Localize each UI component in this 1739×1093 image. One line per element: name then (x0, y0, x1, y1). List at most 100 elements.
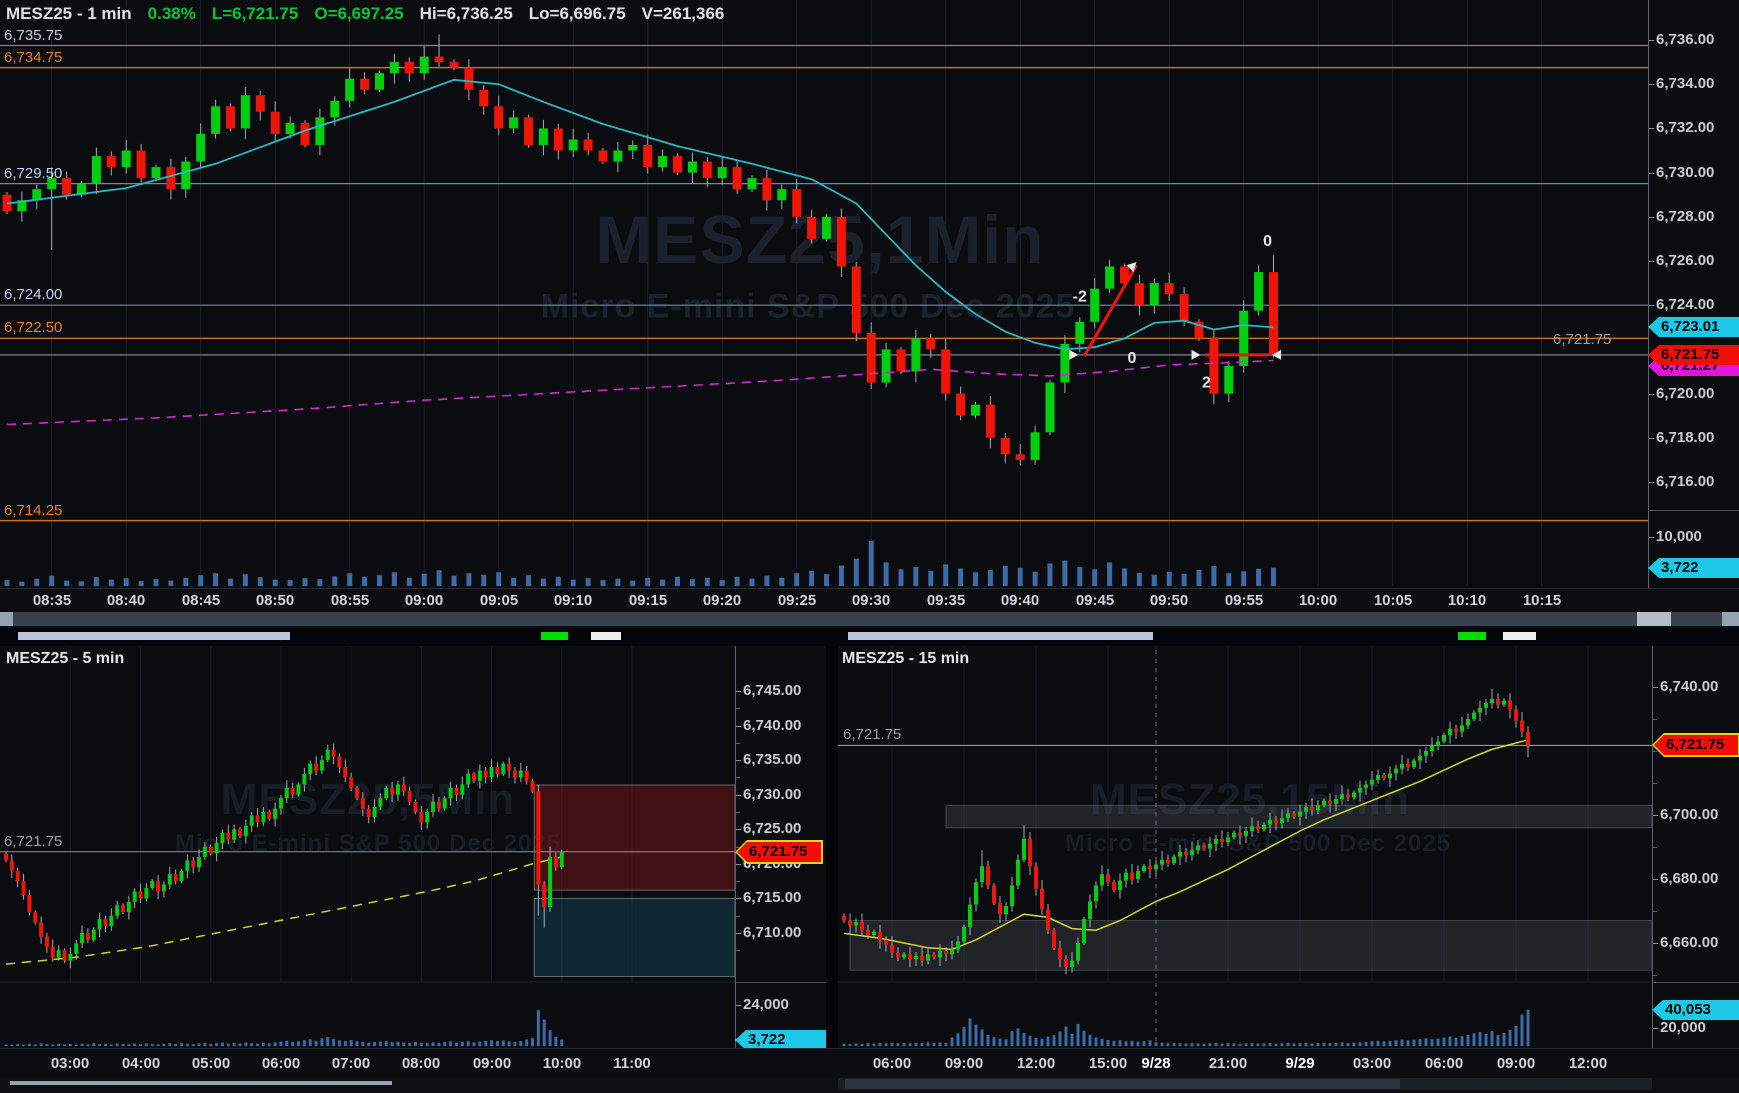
y-axis-tick: 6,724.00 (1656, 296, 1715, 313)
chart-title-15min: MESZ25 - 15 min (842, 650, 970, 667)
price-level-label: 6,729.50 (4, 165, 63, 182)
y-axis-minor-tick (736, 812, 740, 813)
time-axis-label: 09:00 (472, 1055, 512, 1072)
current-price-inline-label: 6,721.75 (843, 726, 902, 743)
position-price-badge: 6,721.75 (1652, 733, 1739, 757)
chart-panel-1min[interactable]: MESZ25,1Min Micro E-mini S&P 500 Dec 202… (0, 0, 1739, 588)
change-percent: 0.38% (147, 4, 196, 23)
time-axis-label: 08:40 (106, 592, 146, 609)
chart-title-5min: MESZ25 - 5 min (6, 650, 125, 667)
time-axis-label: 06:00 (872, 1055, 912, 1072)
y-axis-tick-mark (1653, 687, 1658, 688)
y-axis-tick-mark (736, 760, 741, 761)
time-axis-label: 21:00 (1208, 1055, 1248, 1072)
y-axis-tick-mark (1649, 173, 1654, 174)
y-axis-tick: 6,680.00 (1660, 870, 1719, 887)
scrollbar-thumb[interactable] (845, 1079, 1400, 1089)
time-axis-label: 09:10 (553, 592, 593, 609)
price-axis-1min[interactable]: 6,736.00 6,734.00 6,732.00 6,730.00 6,728.00… (1648, 0, 1739, 588)
time-axis-label: 04:00 (121, 1055, 161, 1072)
linked-charts-strip (0, 628, 1739, 646)
y-axis-minor-tick (736, 777, 740, 778)
price-level-label: 6,724.00 (4, 286, 63, 303)
bottom-scrollbar[interactable] (0, 1076, 1739, 1093)
y-axis-tick: 6,660.00 (1660, 934, 1719, 951)
chart-panel-5min[interactable]: MESZ25,5Min Micro E-mini S&P 500 Dec 202… (0, 646, 826, 1048)
y-axis-tick: 6,732.00 (1656, 119, 1715, 136)
y-axis-tick-mark (736, 829, 741, 830)
price-level-label: 6,735.75 (4, 27, 63, 44)
volume-badge: 3,722 (735, 1030, 826, 1048)
volume-badge: 3,722 (1648, 558, 1739, 578)
chart-canvas-5min[interactable] (0, 646, 735, 1048)
y-axis-tick: 6,735.00 (743, 751, 802, 768)
volume-pane-separator (1653, 982, 1739, 983)
open-price-label: O=6,697.25 (314, 4, 404, 23)
price-axis-15min[interactable]: 6,740.00 6,700.00 6,680.00 6,660.00 6,721.75… (1652, 646, 1739, 1048)
scrollbar-right-cap[interactable] (1722, 612, 1739, 626)
indicator-value-badge: 6,723.01 (1648, 317, 1739, 337)
time-axis-label: 12:00 (1568, 1055, 1608, 1072)
y-axis-minor-tick (736, 950, 740, 951)
low-price-label: Lo=6,696.75 (528, 4, 626, 23)
time-axis-label: 09:45 (1075, 592, 1115, 609)
y-axis-tick: 6,718.00 (1656, 429, 1715, 446)
chart-canvas-1min[interactable]: -2 0 2 0 (0, 0, 1648, 588)
time-axis-label: 07:00 (331, 1055, 371, 1072)
volume-label: V=261,366 (641, 4, 725, 23)
y-axis-tick-mark (1649, 40, 1654, 41)
time-axis-label: 15:00 (1088, 1055, 1128, 1072)
y-axis-tick-mark (1649, 128, 1654, 129)
chart-canvas-15min[interactable] (838, 646, 1652, 1048)
position-price-badge: 6,721.75 (735, 840, 823, 864)
price-level-label: 6,714.25 (4, 502, 63, 519)
time-axis-label: 10:00 (1298, 592, 1338, 609)
time-axis-label: 09:30 (851, 592, 891, 609)
y-axis-tick: 6,700.00 (1660, 806, 1719, 823)
price-axis-5min[interactable]: 6,745.00 6,740.00 6,735.00 6,730.00 6,725.00… (735, 646, 826, 1048)
time-axis-label: 09:20 (702, 592, 742, 609)
time-axis-label: 08:00 (401, 1055, 441, 1072)
y-axis-tick: 6,745.00 (743, 682, 802, 699)
y-axis-minor-tick (736, 847, 740, 848)
time-axis-label: 12:00 (1016, 1055, 1056, 1072)
y-axis-minor-tick (736, 743, 740, 744)
y-axis-tick-mark (736, 691, 741, 692)
scrollbar-thumb[interactable] (10, 1081, 392, 1085)
price-level-label: 6,734.75 (4, 49, 63, 66)
chart-panel-15min[interactable]: MESZ25,15Min Micro E-mini S&P 500 Dec 20… (838, 646, 1739, 1048)
y-axis-tick-mark (1649, 438, 1654, 439)
y-axis-tick-mark (736, 898, 741, 899)
volume-tick-mark (1649, 537, 1654, 538)
y-axis-tick: 6,734.00 (1656, 75, 1715, 92)
watermark-symbol: MESZ25,15Min (1089, 775, 1411, 824)
y-axis-tick: 6,716.00 (1656, 473, 1715, 490)
horizontal-scrollbar[interactable] (0, 610, 1739, 628)
y-axis-tick-mark (1649, 394, 1654, 395)
time-axis-label: 10:15 (1522, 592, 1562, 609)
y-axis-minor-tick (736, 708, 740, 709)
y-axis-tick-mark (1653, 879, 1658, 880)
watermark-description: Micro E-mini S&P 500 Dec 2025 (1064, 830, 1452, 857)
strip-segment-green (1458, 632, 1486, 640)
y-axis-minor-tick (1653, 783, 1657, 784)
time-axis-1min[interactable]: 08:35 08:40 08:45 08:50 08:55 09:00 09:05 09:10… (0, 588, 1739, 611)
y-axis-tick-mark (1649, 482, 1654, 483)
svg-text:0: 0 (1263, 233, 1272, 250)
volume-tick-mark (1653, 1028, 1658, 1029)
scrollbar-thumb[interactable] (1637, 612, 1671, 626)
scrollbar-track[interactable] (0, 612, 1739, 626)
volume-axis-tick: 10,000 (1656, 528, 1702, 545)
time-axis-label: 09:40 (1000, 592, 1040, 609)
y-axis-tick: 6,728.00 (1656, 208, 1715, 225)
symbol-timeframe-label: MESZ25 - 1 min (6, 4, 132, 23)
high-price-label: Hi=6,736.25 (419, 4, 513, 23)
current-price-inline-label: 6,721.75 (1553, 331, 1612, 348)
time-axis-label: 08:45 (181, 592, 221, 609)
time-axis-bottom-charts[interactable]: 03:00 04:00 05:00 06:00 07:00 08:00 09:00 10:00… (0, 1048, 1739, 1077)
y-axis-tick-mark (736, 795, 741, 796)
time-axis-label: 09:25 (777, 592, 817, 609)
y-axis-tick-mark (736, 726, 741, 727)
scrollbar-left-cap[interactable] (0, 612, 13, 626)
y-axis-minor-tick (1653, 911, 1657, 912)
